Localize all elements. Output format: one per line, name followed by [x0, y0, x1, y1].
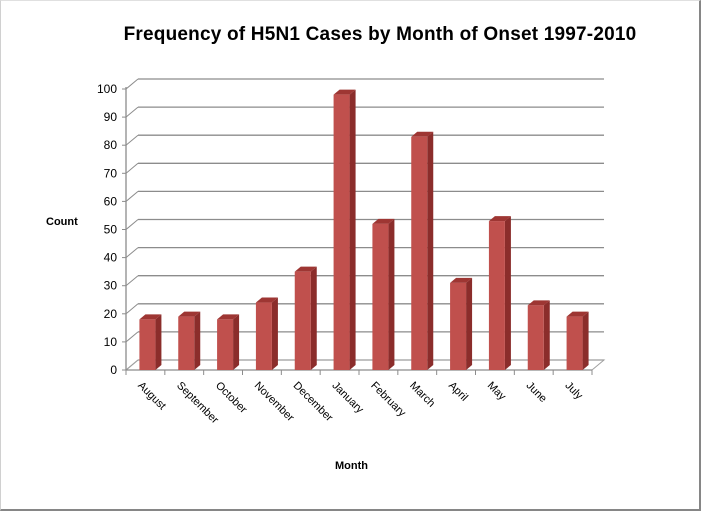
y-tick-label: 100 [97, 82, 117, 96]
y-tick-label: 10 [104, 335, 118, 349]
y-axis-label: Count [46, 216, 78, 228]
bar-january [333, 89, 356, 371]
x-tick-label: August [135, 380, 168, 413]
bar-april [450, 277, 473, 370]
y-tick-label: 20 [104, 307, 118, 321]
y-tick-label: 60 [104, 194, 118, 208]
x-tick-label: February [368, 380, 408, 420]
y-axis: 0 10 20 30 40 50 60 70 80 90 100 [97, 82, 127, 377]
x-tick-label: December [291, 380, 336, 425]
chart-title: Frequency of H5N1 Cases by Month of Onse… [123, 24, 637, 45]
bar-may [488, 216, 511, 370]
y-tick-label: 40 [104, 251, 118, 265]
y-tick-label: 0 [110, 363, 117, 377]
x-tick-label: March [407, 380, 437, 410]
y-tick-label: 90 [104, 110, 118, 124]
x-tick-label: November [252, 380, 297, 425]
x-tick-label: June [524, 380, 549, 405]
x-tick-label: July [562, 380, 585, 403]
y-tick-label: 80 [104, 138, 118, 152]
y-tick-label: 50 [104, 223, 118, 237]
x-tick-label: May [485, 380, 509, 404]
x-axis-label: Month [335, 460, 368, 472]
bar-february [372, 218, 395, 370]
bar-november [255, 297, 278, 370]
y-tick-label: 30 [104, 279, 118, 293]
x-tick-label: April [446, 380, 470, 404]
bar-october [217, 314, 240, 370]
y-tick-label: 70 [104, 166, 118, 180]
gridlines [124, 78, 606, 371]
bar-june [527, 300, 550, 370]
bar-september [178, 311, 201, 370]
bar-december [294, 266, 317, 370]
bar-august [139, 314, 162, 370]
bar-march [411, 131, 434, 370]
bar-july [566, 311, 589, 370]
x-tick-label: January [329, 380, 366, 417]
x-tick-label: October [213, 380, 249, 416]
bars [139, 89, 589, 371]
